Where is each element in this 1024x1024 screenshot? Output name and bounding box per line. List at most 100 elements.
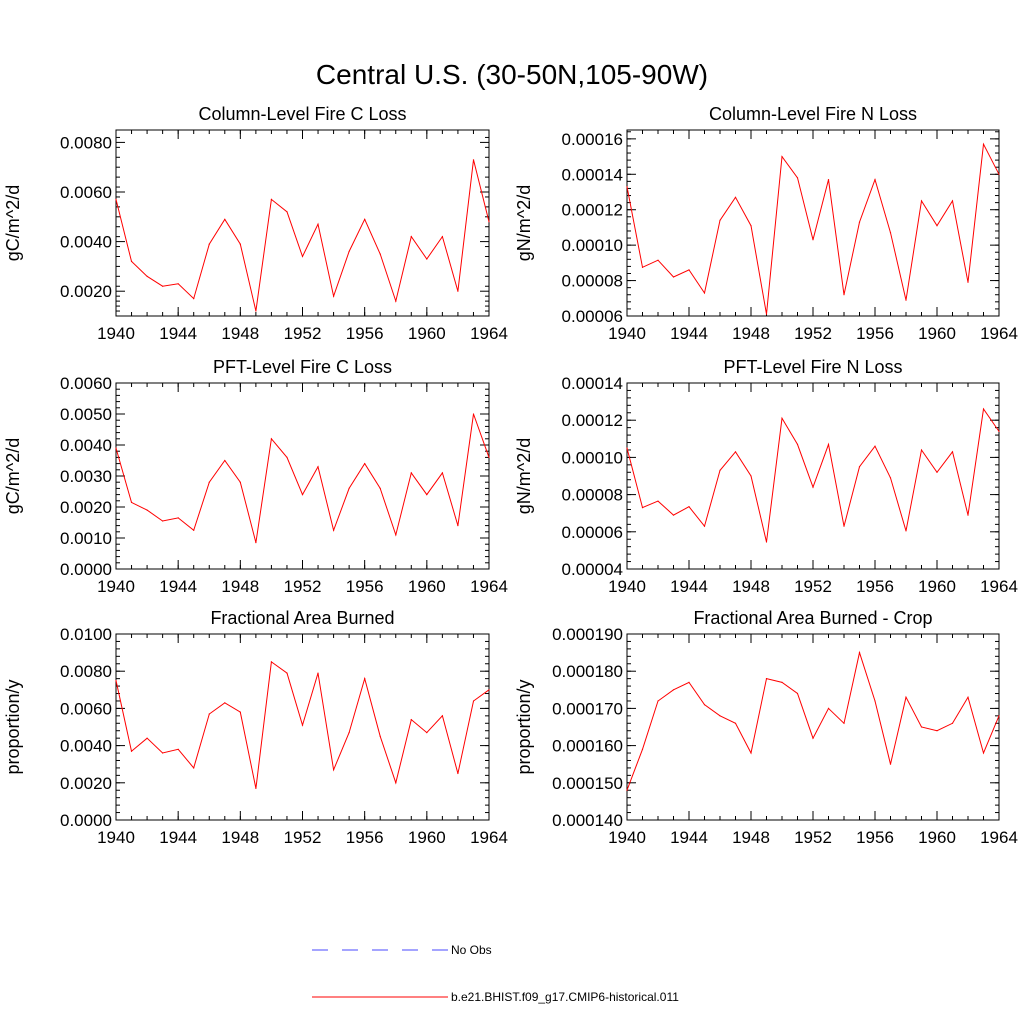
data-point xyxy=(441,715,443,717)
data-point xyxy=(239,481,241,483)
data-point xyxy=(936,225,938,227)
data-point xyxy=(982,408,985,410)
plot-frame xyxy=(626,633,1000,821)
y-axis-label: gN/m^2/d xyxy=(514,438,534,514)
data-point xyxy=(951,200,954,202)
chart-panel-6: 1940 1944 1948 1952 1956 1960 1964 0.000140 0.00… xyxy=(514,608,1018,847)
x-tick-label: 1964 xyxy=(470,324,508,343)
x-tick-label: 1944 xyxy=(159,324,197,343)
legend: No Obs b.e21.BHIST.f09_g17.CMIP6-historic… xyxy=(312,943,679,1004)
data-point xyxy=(843,722,845,724)
y-tick-label: 0.0000 xyxy=(60,560,112,579)
y-tick-label: 0.000150 xyxy=(552,774,623,793)
data-point xyxy=(827,179,830,181)
chart-panel-4: 1940 1944 1948 1952 1956 1960 1964 0.00004 0.000… xyxy=(514,357,1018,596)
data-point xyxy=(951,451,954,453)
x-tick-label: 1956 xyxy=(346,324,384,343)
y-tick-label: 0.00008 xyxy=(562,272,623,291)
data-point xyxy=(488,221,490,223)
data-point xyxy=(936,730,938,732)
data-point xyxy=(317,223,319,225)
data-point xyxy=(874,700,876,702)
data-point xyxy=(967,514,969,516)
data-point xyxy=(426,258,428,260)
y-tick-label: 0.00012 xyxy=(562,201,623,220)
x-tick-label: 1964 xyxy=(980,577,1018,596)
data-point xyxy=(395,300,397,302)
data-point xyxy=(920,200,923,202)
y-tick-label: 0.00008 xyxy=(562,486,623,505)
data-point xyxy=(719,219,721,221)
x-tick-label: 1956 xyxy=(856,577,894,596)
plot-frame xyxy=(626,129,1000,317)
data-point xyxy=(130,501,133,503)
data-point xyxy=(796,177,799,179)
data-point xyxy=(765,678,768,680)
data-point xyxy=(115,198,117,200)
data-point xyxy=(827,707,830,710)
data-point xyxy=(255,310,257,312)
data-point xyxy=(796,692,799,695)
x-tick-label: 1940 xyxy=(97,577,135,596)
data-point xyxy=(858,466,861,468)
series-line xyxy=(626,650,1000,791)
data-point xyxy=(750,752,752,754)
y-tick-label: 0.0010 xyxy=(60,529,112,548)
data-point xyxy=(827,443,830,445)
x-tick-label: 1948 xyxy=(221,828,259,847)
data-point xyxy=(224,218,226,220)
y-tick-label: 0.000140 xyxy=(552,811,623,830)
chart-panel-1: 1940 1944 1948 1952 1956 1960 1964 0.0020 0.0040… xyxy=(3,104,508,343)
x-tick-label: 1960 xyxy=(918,577,956,596)
y-axis-label: gC/m^2/d xyxy=(3,438,23,514)
data-point xyxy=(920,726,923,728)
data-point xyxy=(333,769,335,771)
data-point xyxy=(348,487,350,489)
data-point xyxy=(889,232,892,234)
y-tick-label: 0.00014 xyxy=(562,374,623,393)
data-point xyxy=(364,678,366,680)
data-point xyxy=(193,298,195,300)
x-tick-label: 1952 xyxy=(794,324,832,343)
data-point xyxy=(734,196,737,198)
data-point xyxy=(317,672,319,674)
data-point xyxy=(858,652,861,654)
y-tick-label: 0.000190 xyxy=(552,625,623,644)
data-point xyxy=(333,529,335,531)
y-tick-label: 0.0100 xyxy=(60,625,112,644)
x-tick-label: 1948 xyxy=(221,577,259,596)
data-point xyxy=(130,260,133,262)
series-line xyxy=(626,407,1000,543)
x-tick-label: 1940 xyxy=(608,577,646,596)
data-point xyxy=(457,290,459,292)
y-axis-label: proportion/y xyxy=(514,679,534,774)
data-point xyxy=(688,269,690,271)
x-tick-label: 1940 xyxy=(97,324,135,343)
y-tick-label: 0.0030 xyxy=(60,467,112,486)
data-point xyxy=(146,737,148,739)
y-tick-label: 0.0060 xyxy=(60,374,112,393)
y-tick-label: 0.00010 xyxy=(562,448,623,467)
data-point xyxy=(333,295,335,297)
data-point xyxy=(472,700,475,702)
data-point xyxy=(301,255,304,258)
data-point xyxy=(130,750,133,752)
data-point xyxy=(874,179,876,181)
x-tick-label: 1960 xyxy=(918,828,956,847)
data-point xyxy=(115,679,117,682)
panel-title: Column-Level Fire N Loss xyxy=(709,104,917,124)
data-point xyxy=(998,715,1000,717)
x-tick-label: 1960 xyxy=(918,324,956,343)
data-point xyxy=(951,722,954,724)
x-tick-label: 1948 xyxy=(732,324,770,343)
data-point xyxy=(719,469,721,471)
data-point xyxy=(626,789,628,791)
chart-panel-3: 1940 1944 1948 1952 1956 1960 1964 0.0000 0.0010… xyxy=(3,357,508,596)
data-point xyxy=(765,313,768,315)
data-point xyxy=(301,494,304,496)
data-point xyxy=(286,672,288,674)
y-tick-label: 0.000170 xyxy=(552,699,623,718)
y-tick-label: 0.0020 xyxy=(60,498,112,517)
x-tick-label: 1960 xyxy=(408,577,446,596)
